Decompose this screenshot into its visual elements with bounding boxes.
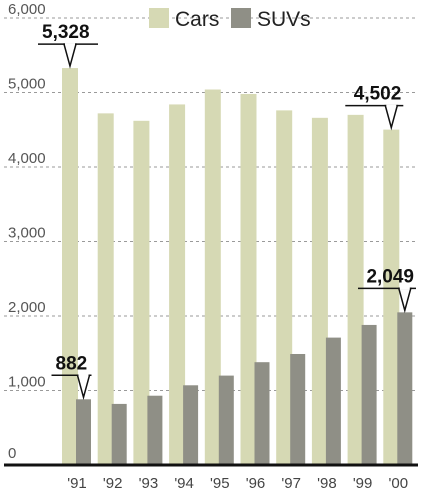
bar-suvs [361,324,377,465]
bar-cars [276,110,293,465]
legend: Cars SUVs [149,8,311,31]
y-tick-label: 3,000 [8,225,46,242]
callout-label: 4,502 [354,84,402,105]
callout-pointer [76,374,91,401]
legend-swatch-cars [149,8,169,28]
y-axis-ticks: 0 1,000 2,000 3,000 4,000 5,000 6,000 [8,1,46,462]
legend-label-suvs: SUVs [257,8,311,31]
x-tick-label: '92 [103,475,123,492]
callouts: 5,328 882 4,502 2,049 [38,22,416,401]
x-tick-label: '91 [67,475,87,492]
legend-swatch-suvs [231,8,251,28]
y-tick-label: 2,000 [8,299,46,316]
bar-suvs [397,312,413,465]
x-tick-label: '99 [353,475,373,492]
bar-suvs [218,375,234,465]
bar-cars [133,120,150,465]
x-tick-label: '95 [210,475,230,492]
x-tick-label: '96 [246,475,266,492]
callout-pointer [63,43,77,69]
bar-cars [204,89,221,466]
bar-cars [169,104,186,466]
y-tick-label: 6,000 [8,1,46,18]
callout-pointer [397,287,412,314]
x-axis-labels: '91 '92 '93 '94 '95 '96 '97 '98 '99 '00 [67,475,408,492]
bar-cars [240,93,257,466]
y-tick-label: 5,000 [8,76,46,93]
legend-label-cars: Cars [175,8,219,31]
callout-pointer [384,104,399,131]
bars [62,68,413,466]
y-tick-label: 4,000 [8,150,46,167]
x-tick-label: '97 [281,475,301,492]
x-tick-label: '00 [389,475,409,492]
x-tick-label: '98 [317,475,337,492]
callout-label: 2,049 [366,266,414,287]
x-tick-label: '93 [139,475,159,492]
bar-suvs [254,362,270,465]
bar-suvs [290,353,306,465]
bar-cars [311,117,328,465]
bar-suvs [76,399,91,465]
bar-suvs [183,385,199,465]
x-tick-label: '94 [174,475,194,492]
bar-cars [62,68,78,466]
y-tick-label: 0 [8,445,16,462]
bar-cars [383,129,400,465]
callout-label: 882 [56,353,88,374]
bar-suvs [325,337,341,465]
y-tick-label: 1,000 [8,374,46,391]
bar-cars [97,113,114,466]
bar-suvs [111,403,127,465]
callout-label: 5,328 [42,22,90,43]
bar-cars [347,114,364,465]
bar-suvs [147,395,163,465]
